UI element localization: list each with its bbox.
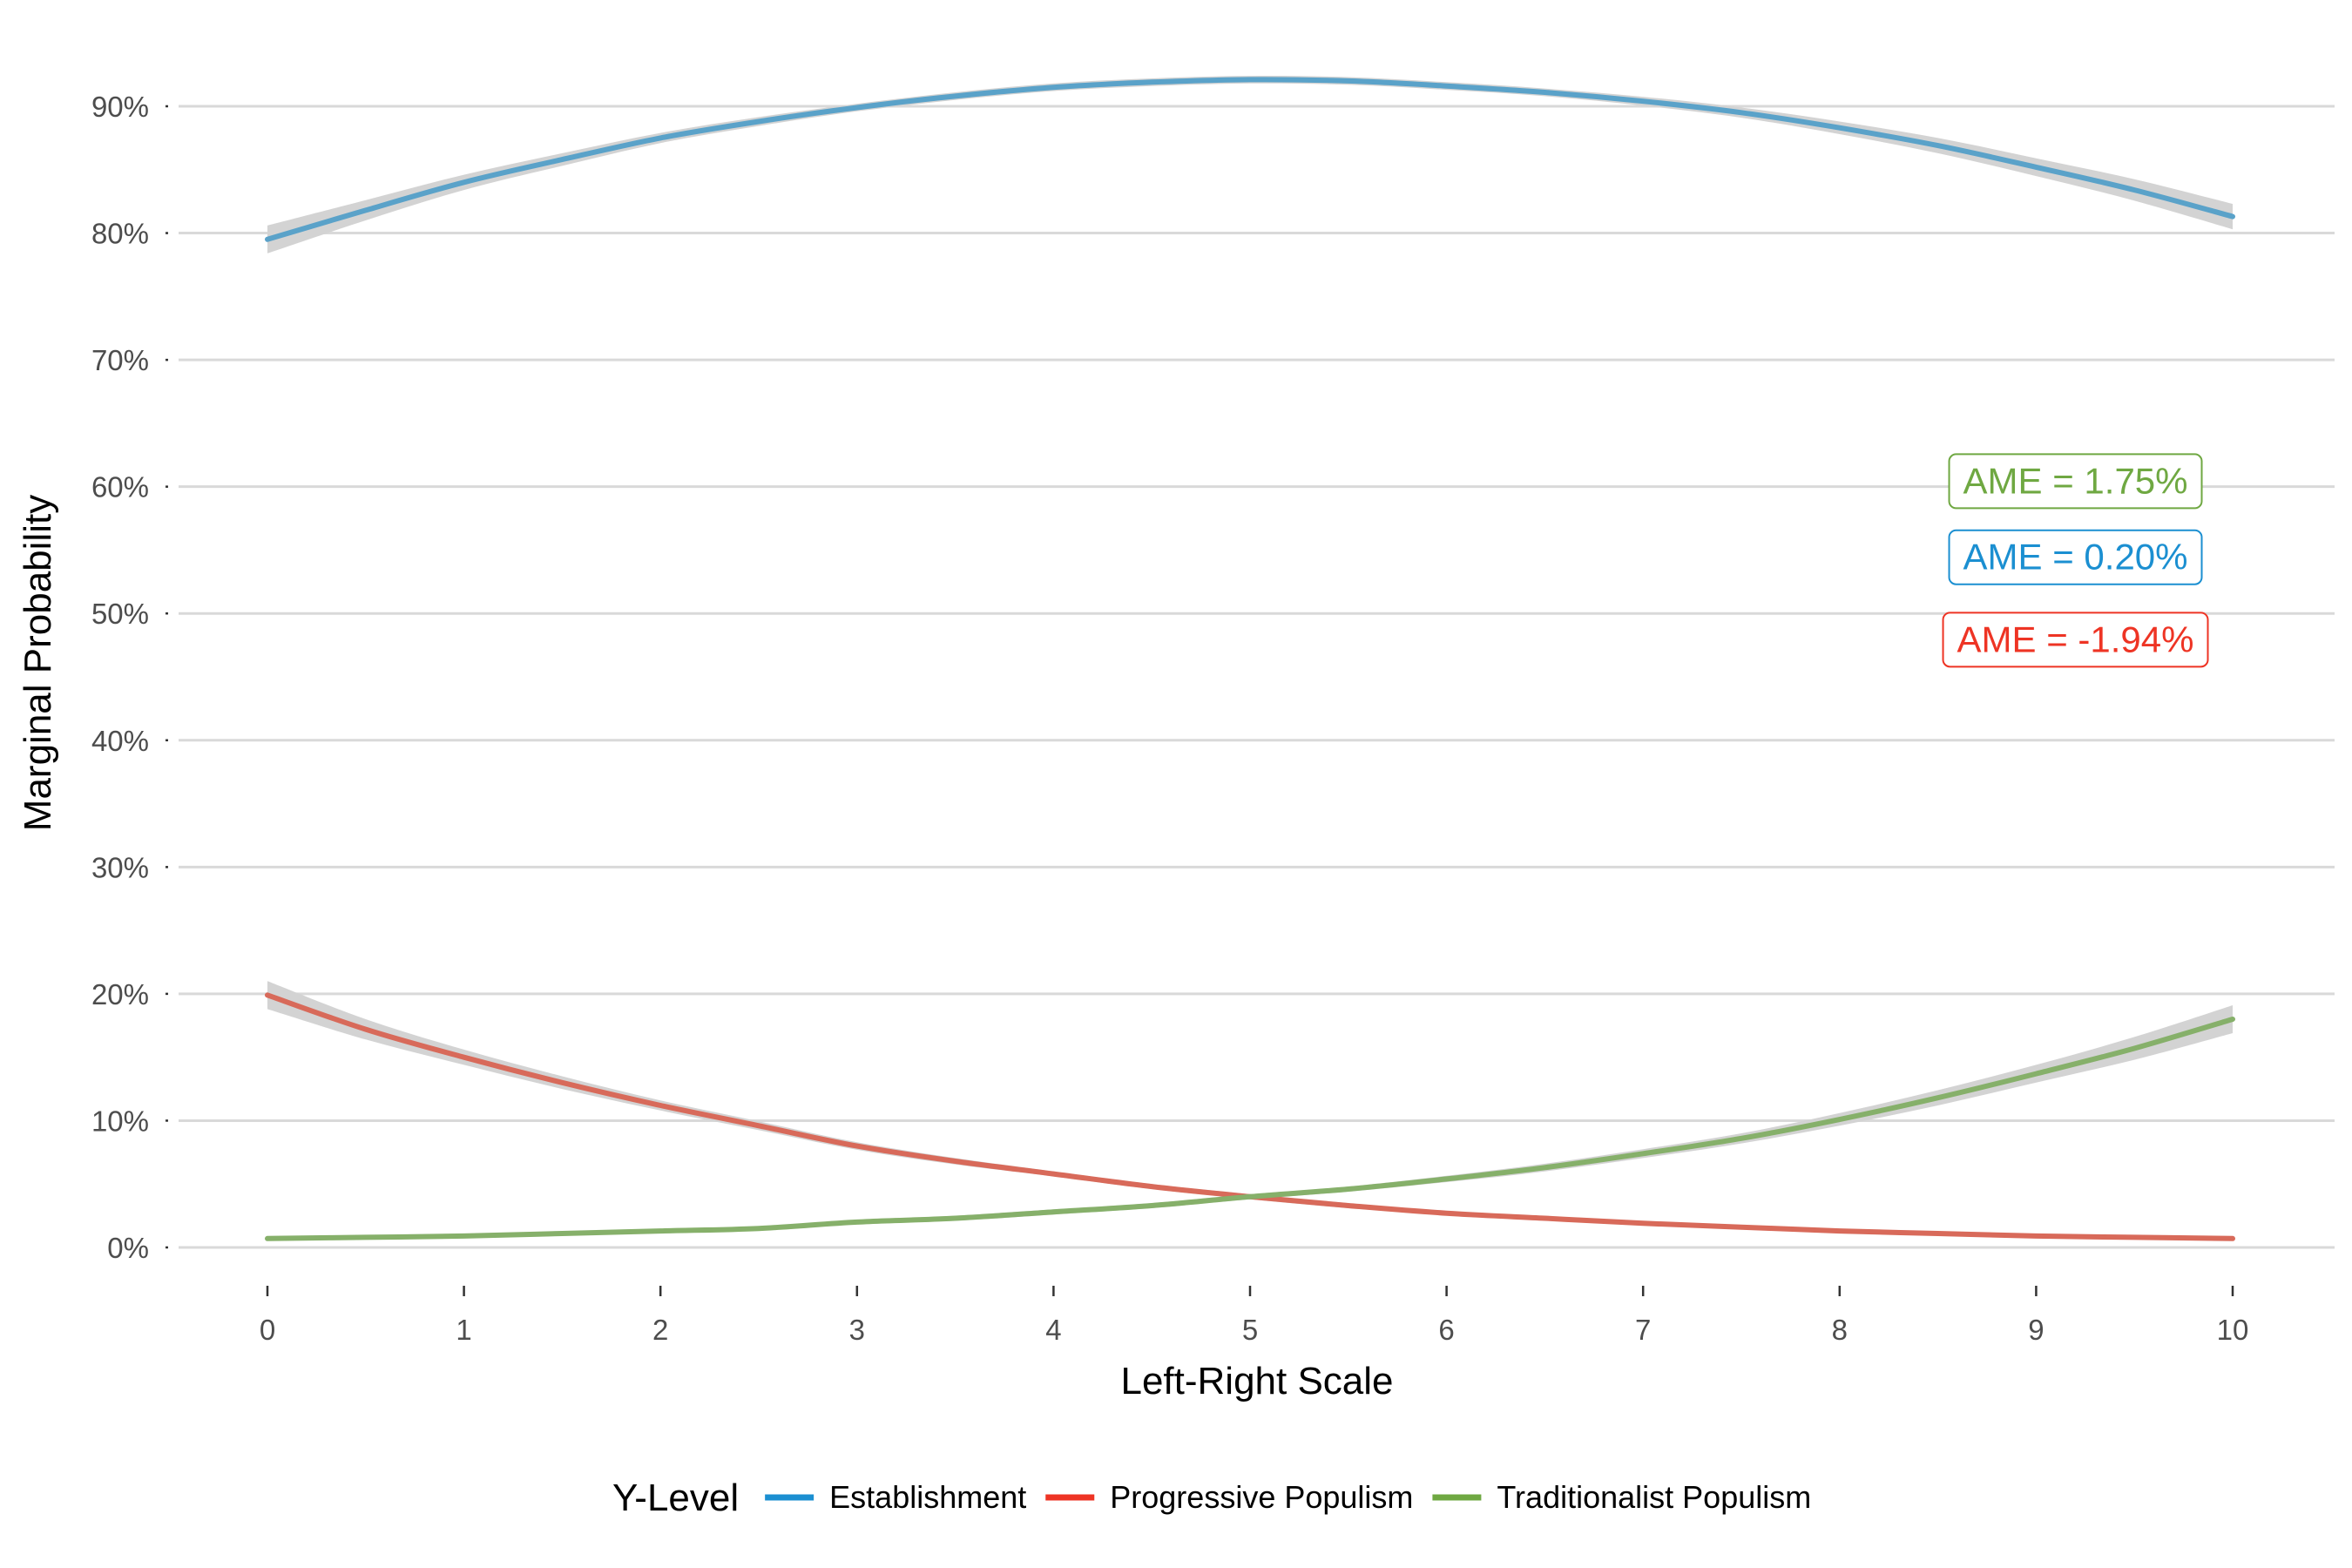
legend-item-establishment: Establishment	[765, 1479, 1026, 1515]
ame-label: AME = 0.20%	[1948, 529, 2203, 585]
x-tick-label: 5	[1242, 1314, 1258, 1346]
series-line-establishment	[265, 77, 2235, 242]
y-tick-label: 10%	[91, 1105, 149, 1137]
x-tick-label: 1	[456, 1314, 471, 1346]
series-lines	[265, 77, 2235, 1241]
x-tick-label: 9	[2028, 1314, 2044, 1346]
legend-item-progressive-populism: Progressive Populism	[1045, 1479, 1413, 1515]
ame-label: AME = 1.75%	[1948, 453, 2203, 510]
y-tick-label: 40%	[91, 725, 149, 757]
x-tick-label: 8	[1832, 1314, 1848, 1346]
x-tick-label: 4	[1045, 1314, 1061, 1346]
ame-label: AME = -1.94%	[1942, 612, 2209, 668]
ci-band-progressive-populism	[267, 981, 2233, 1240]
ame-label-text: AME = 1.75%	[1963, 460, 2188, 501]
series-line-progressive-populism	[265, 992, 2235, 1241]
y-tick-label: 90%	[91, 91, 149, 123]
x-tick-label: 3	[849, 1314, 865, 1346]
x-tick-label: 10	[2217, 1314, 2249, 1346]
gridlines	[179, 105, 2335, 1249]
x-tick-label: 0	[260, 1314, 275, 1346]
y-tick-label: 60%	[91, 471, 149, 504]
legend-items: Establishment Progressive Populism Traditi…	[765, 1479, 1811, 1515]
confidence-bands	[267, 76, 2233, 1240]
legend-label: Establishment	[829, 1479, 1026, 1515]
x-tick-label: 7	[1635, 1314, 1651, 1346]
ci-band-establishment	[267, 76, 2233, 253]
ame-label-box	[1942, 612, 2209, 668]
y-tick-label: 30%	[91, 851, 149, 883]
y-tick-label: 50%	[91, 598, 149, 630]
x-tick-label: 2	[652, 1314, 668, 1346]
ame-label-text: AME = 0.20%	[1963, 537, 2188, 578]
y-tick-label: 20%	[91, 978, 149, 1010]
y-tick-label: 70%	[91, 344, 149, 376]
legend-title: Y-Level	[612, 1477, 739, 1519]
ame-annotations: AME = 1.75% AME = 0.20% AME = -1.94%	[1942, 453, 2209, 668]
series-line-traditionalist-populism	[265, 1017, 2235, 1241]
ame-label-text: AME = -1.94%	[1957, 618, 2194, 659]
x-axis-ticks: 0 1 2 3 4 5 6 7 8 9 10	[260, 1286, 2249, 1346]
ame-label-box	[1948, 529, 2203, 585]
x-axis-title: Left-Right Scale	[1120, 1360, 1393, 1402]
y-axis-title: Marginal Probability	[17, 495, 59, 831]
ame-label-box	[1948, 453, 2203, 510]
legend-label: Progressive Populism	[1110, 1479, 1413, 1515]
ci-band-traditionalist-populism	[267, 1005, 2233, 1240]
legend: Y-Level Establishment Progressive Populis…	[612, 1477, 1811, 1519]
legend-item-traditionalist-populism: Traditionalist Populism	[1432, 1479, 1811, 1515]
x-tick-label: 6	[1438, 1314, 1454, 1346]
y-tick-label: 80%	[91, 218, 149, 250]
legend-label: Traditionalist Populism	[1497, 1479, 1811, 1515]
y-tick-label: 0%	[107, 1232, 149, 1264]
y-axis-ticks: 0% 10% 20% 30% 40% 50% 60% 70% 80% 90%	[91, 91, 168, 1264]
